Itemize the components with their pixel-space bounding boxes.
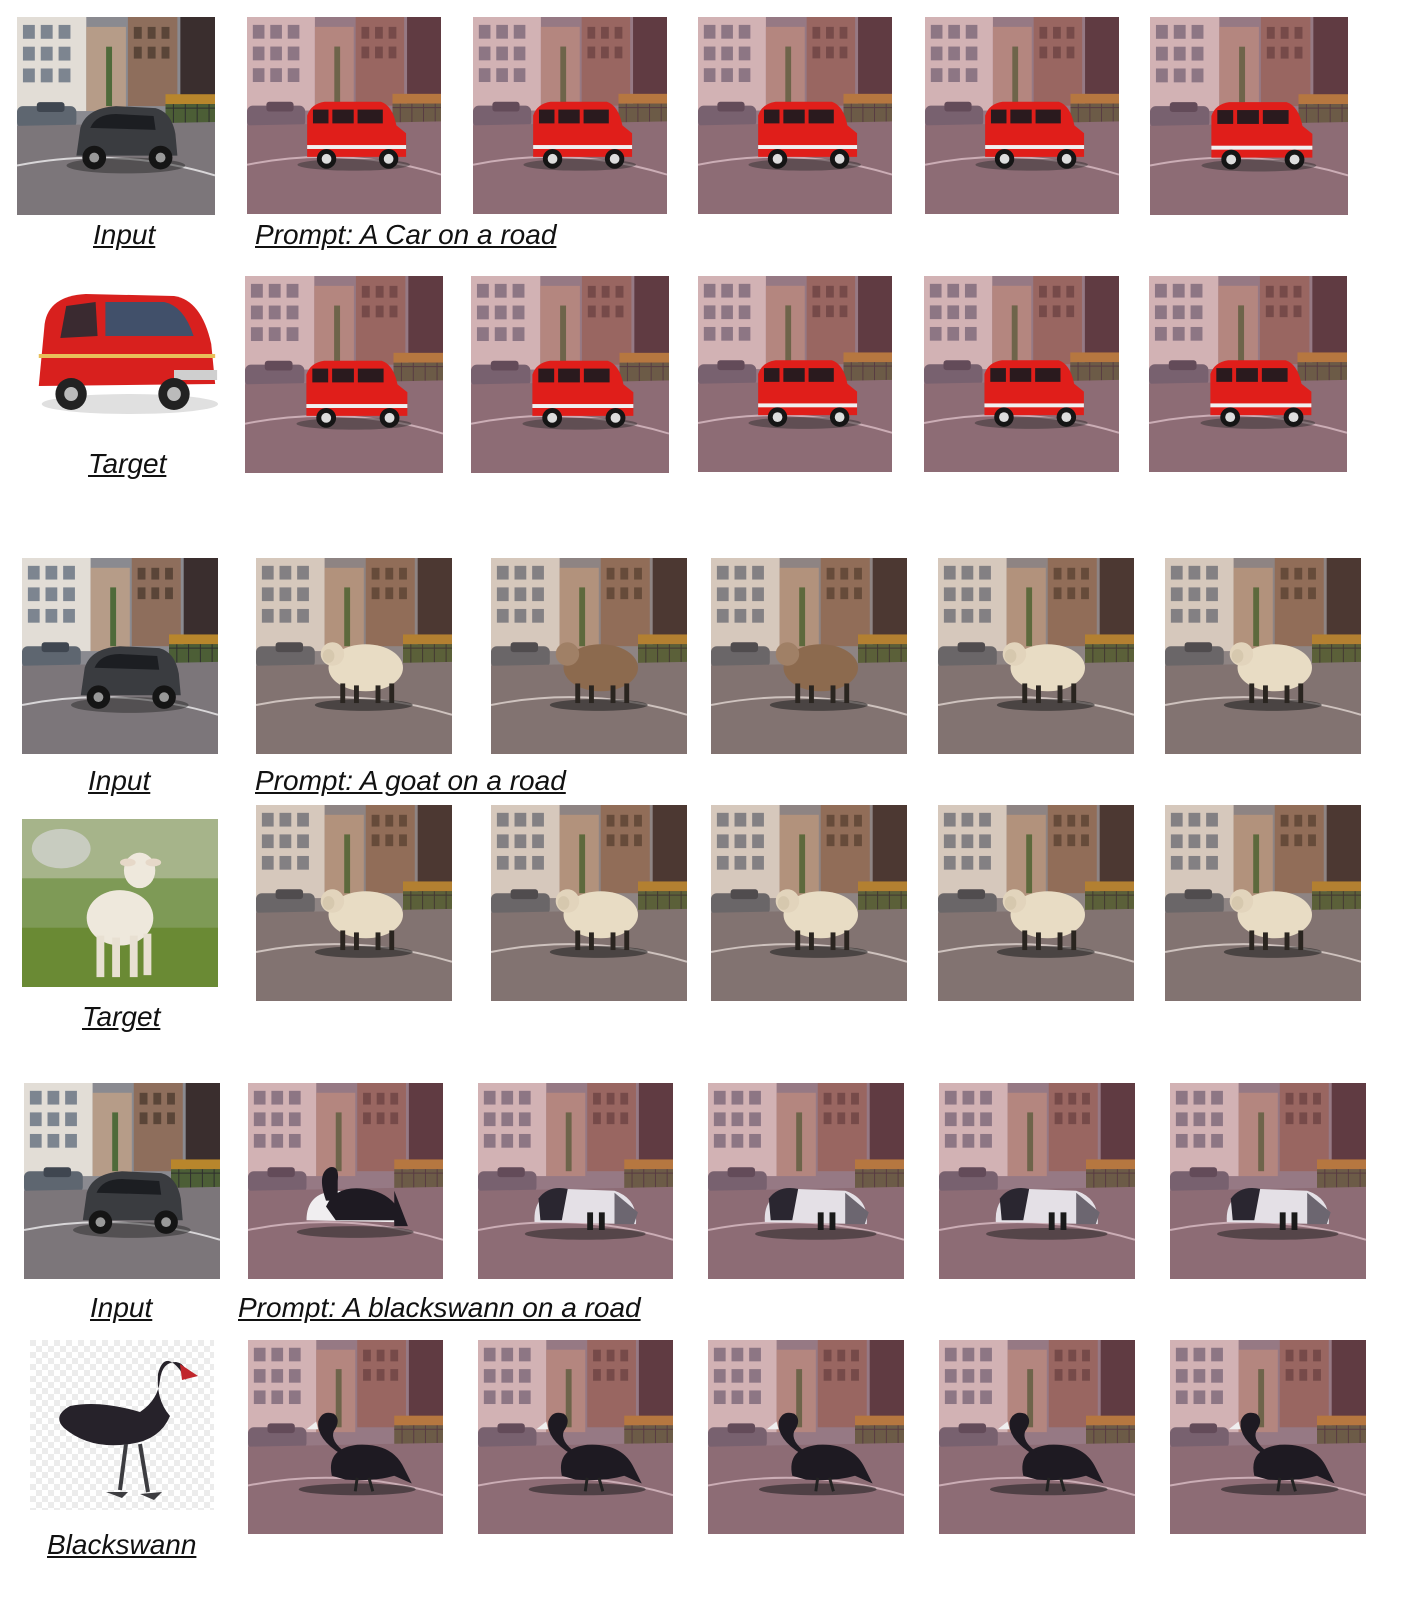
result-image (256, 558, 452, 754)
result-image (478, 1083, 673, 1279)
input-image (22, 558, 218, 754)
input-image (24, 1083, 220, 1279)
result-image (1170, 1083, 1366, 1279)
input-caption: Input (93, 219, 156, 250)
result-image (938, 805, 1134, 1001)
street-scene-red-van (1149, 276, 1347, 472)
result-image (1170, 1340, 1366, 1534)
red-van-reference (27, 284, 223, 424)
result-image (938, 558, 1134, 754)
prompt-caption: Prompt: A Car on a road (255, 219, 557, 250)
street-scene-sheep (711, 558, 907, 754)
result-image (1165, 558, 1361, 754)
street-scene-swan (939, 1340, 1135, 1534)
result-image (491, 805, 687, 1001)
street-scene-swan (939, 1083, 1135, 1279)
street-scene-red-van (698, 276, 892, 472)
result-image (1165, 805, 1361, 1001)
result-image (698, 17, 892, 214)
result-image (478, 1340, 673, 1534)
result-image (248, 1083, 443, 1279)
result-image (939, 1083, 1135, 1279)
target-caption: Blackswann (47, 1529, 197, 1560)
result-image (256, 805, 452, 1001)
lamb-reference (22, 819, 218, 987)
result-image (491, 558, 687, 754)
street-scene-red-van (247, 17, 441, 214)
result-image (708, 1083, 904, 1279)
street-scene-swan (1170, 1083, 1366, 1279)
input-image (17, 17, 215, 215)
street-scene-red-van (925, 17, 1119, 214)
result-image (708, 1340, 904, 1534)
result-image (473, 17, 667, 214)
street-scene-red-van (471, 276, 669, 473)
street-scene-swan (708, 1340, 904, 1534)
street-scene-red-van (924, 276, 1119, 472)
result-image (247, 17, 441, 214)
target-caption: Target (82, 1001, 161, 1032)
result-image (471, 276, 669, 473)
street-scene-sheep (938, 558, 1134, 754)
street-scene-sheep (1165, 805, 1361, 1001)
result-image (698, 276, 892, 472)
result-image (248, 1340, 443, 1534)
input-caption: Input (90, 1292, 153, 1323)
street-scene-sheep (491, 805, 687, 1001)
result-image (711, 805, 907, 1001)
street-scene-red-van (473, 17, 667, 214)
street-scene-swan (1170, 1340, 1366, 1534)
street-scene-swan (248, 1340, 443, 1534)
street-scene-sheep (491, 558, 687, 754)
result-image (1150, 17, 1348, 215)
result-image (245, 276, 443, 473)
street-scene-sheep (1165, 558, 1361, 754)
street-scene-dark-car (24, 1083, 220, 1279)
street-scene-sheep (256, 805, 452, 1001)
target-image (27, 284, 223, 424)
street-scene-swan (708, 1083, 904, 1279)
street-scene-sheep (938, 805, 1134, 1001)
street-scene-swan (478, 1083, 673, 1279)
street-scene-dark-car (17, 17, 215, 215)
street-scene-swan (478, 1340, 673, 1534)
result-image (925, 17, 1119, 214)
black-swan-reference (30, 1340, 214, 1510)
target-image (22, 819, 218, 987)
street-scene-red-van (1150, 17, 1348, 215)
prompt-caption: Prompt: A goat on a road (255, 765, 566, 796)
result-image (1149, 276, 1347, 472)
result-image (924, 276, 1119, 472)
street-scene-swan (248, 1083, 443, 1279)
street-scene-sheep (711, 805, 907, 1001)
target-caption: Target (88, 448, 167, 479)
prompt-caption: Prompt: A blackswann on a road (238, 1292, 641, 1323)
result-image (939, 1340, 1135, 1534)
target-image (30, 1340, 214, 1510)
street-scene-red-van (245, 276, 443, 473)
input-caption: Input (88, 765, 151, 796)
street-scene-dark-car (22, 558, 218, 754)
result-image (711, 558, 907, 754)
street-scene-sheep (256, 558, 452, 754)
street-scene-red-van (698, 17, 892, 214)
